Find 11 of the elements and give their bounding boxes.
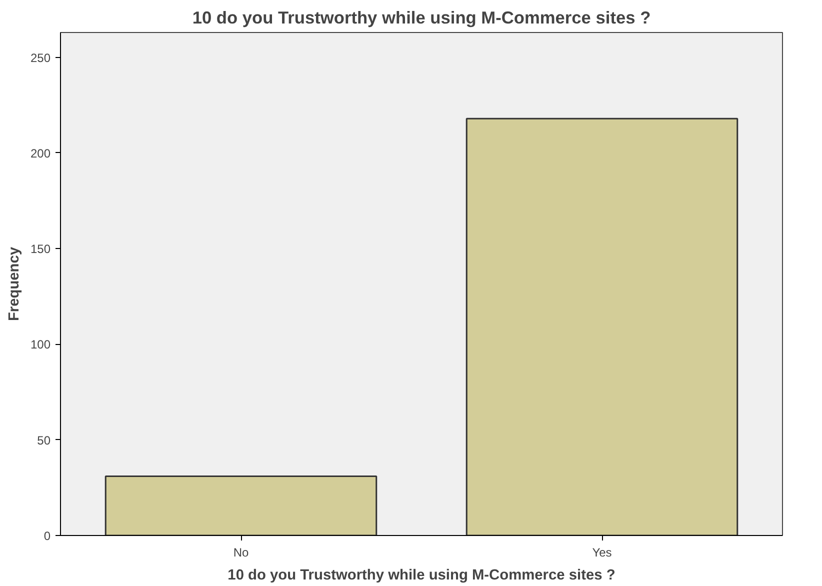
y-tick-label: 50 <box>37 433 51 448</box>
y-axis-title: Frequency <box>6 246 22 322</box>
y-tick-label: 150 <box>30 242 51 256</box>
chart-title: 10 do you Trustworthy while using M-Commerce sites ? <box>192 8 651 28</box>
y-tick-label: 0 <box>44 529 51 543</box>
y-tick-label: 200 <box>30 146 51 160</box>
x-tick-label: No <box>233 546 249 560</box>
y-tick-label: 100 <box>30 338 51 352</box>
x-axis-title: 10 do you Trustworthy while using M-Commerce sites ? <box>228 568 616 584</box>
y-tick-label: 250 <box>30 50 51 65</box>
x-tick-label: Yes <box>592 546 612 560</box>
